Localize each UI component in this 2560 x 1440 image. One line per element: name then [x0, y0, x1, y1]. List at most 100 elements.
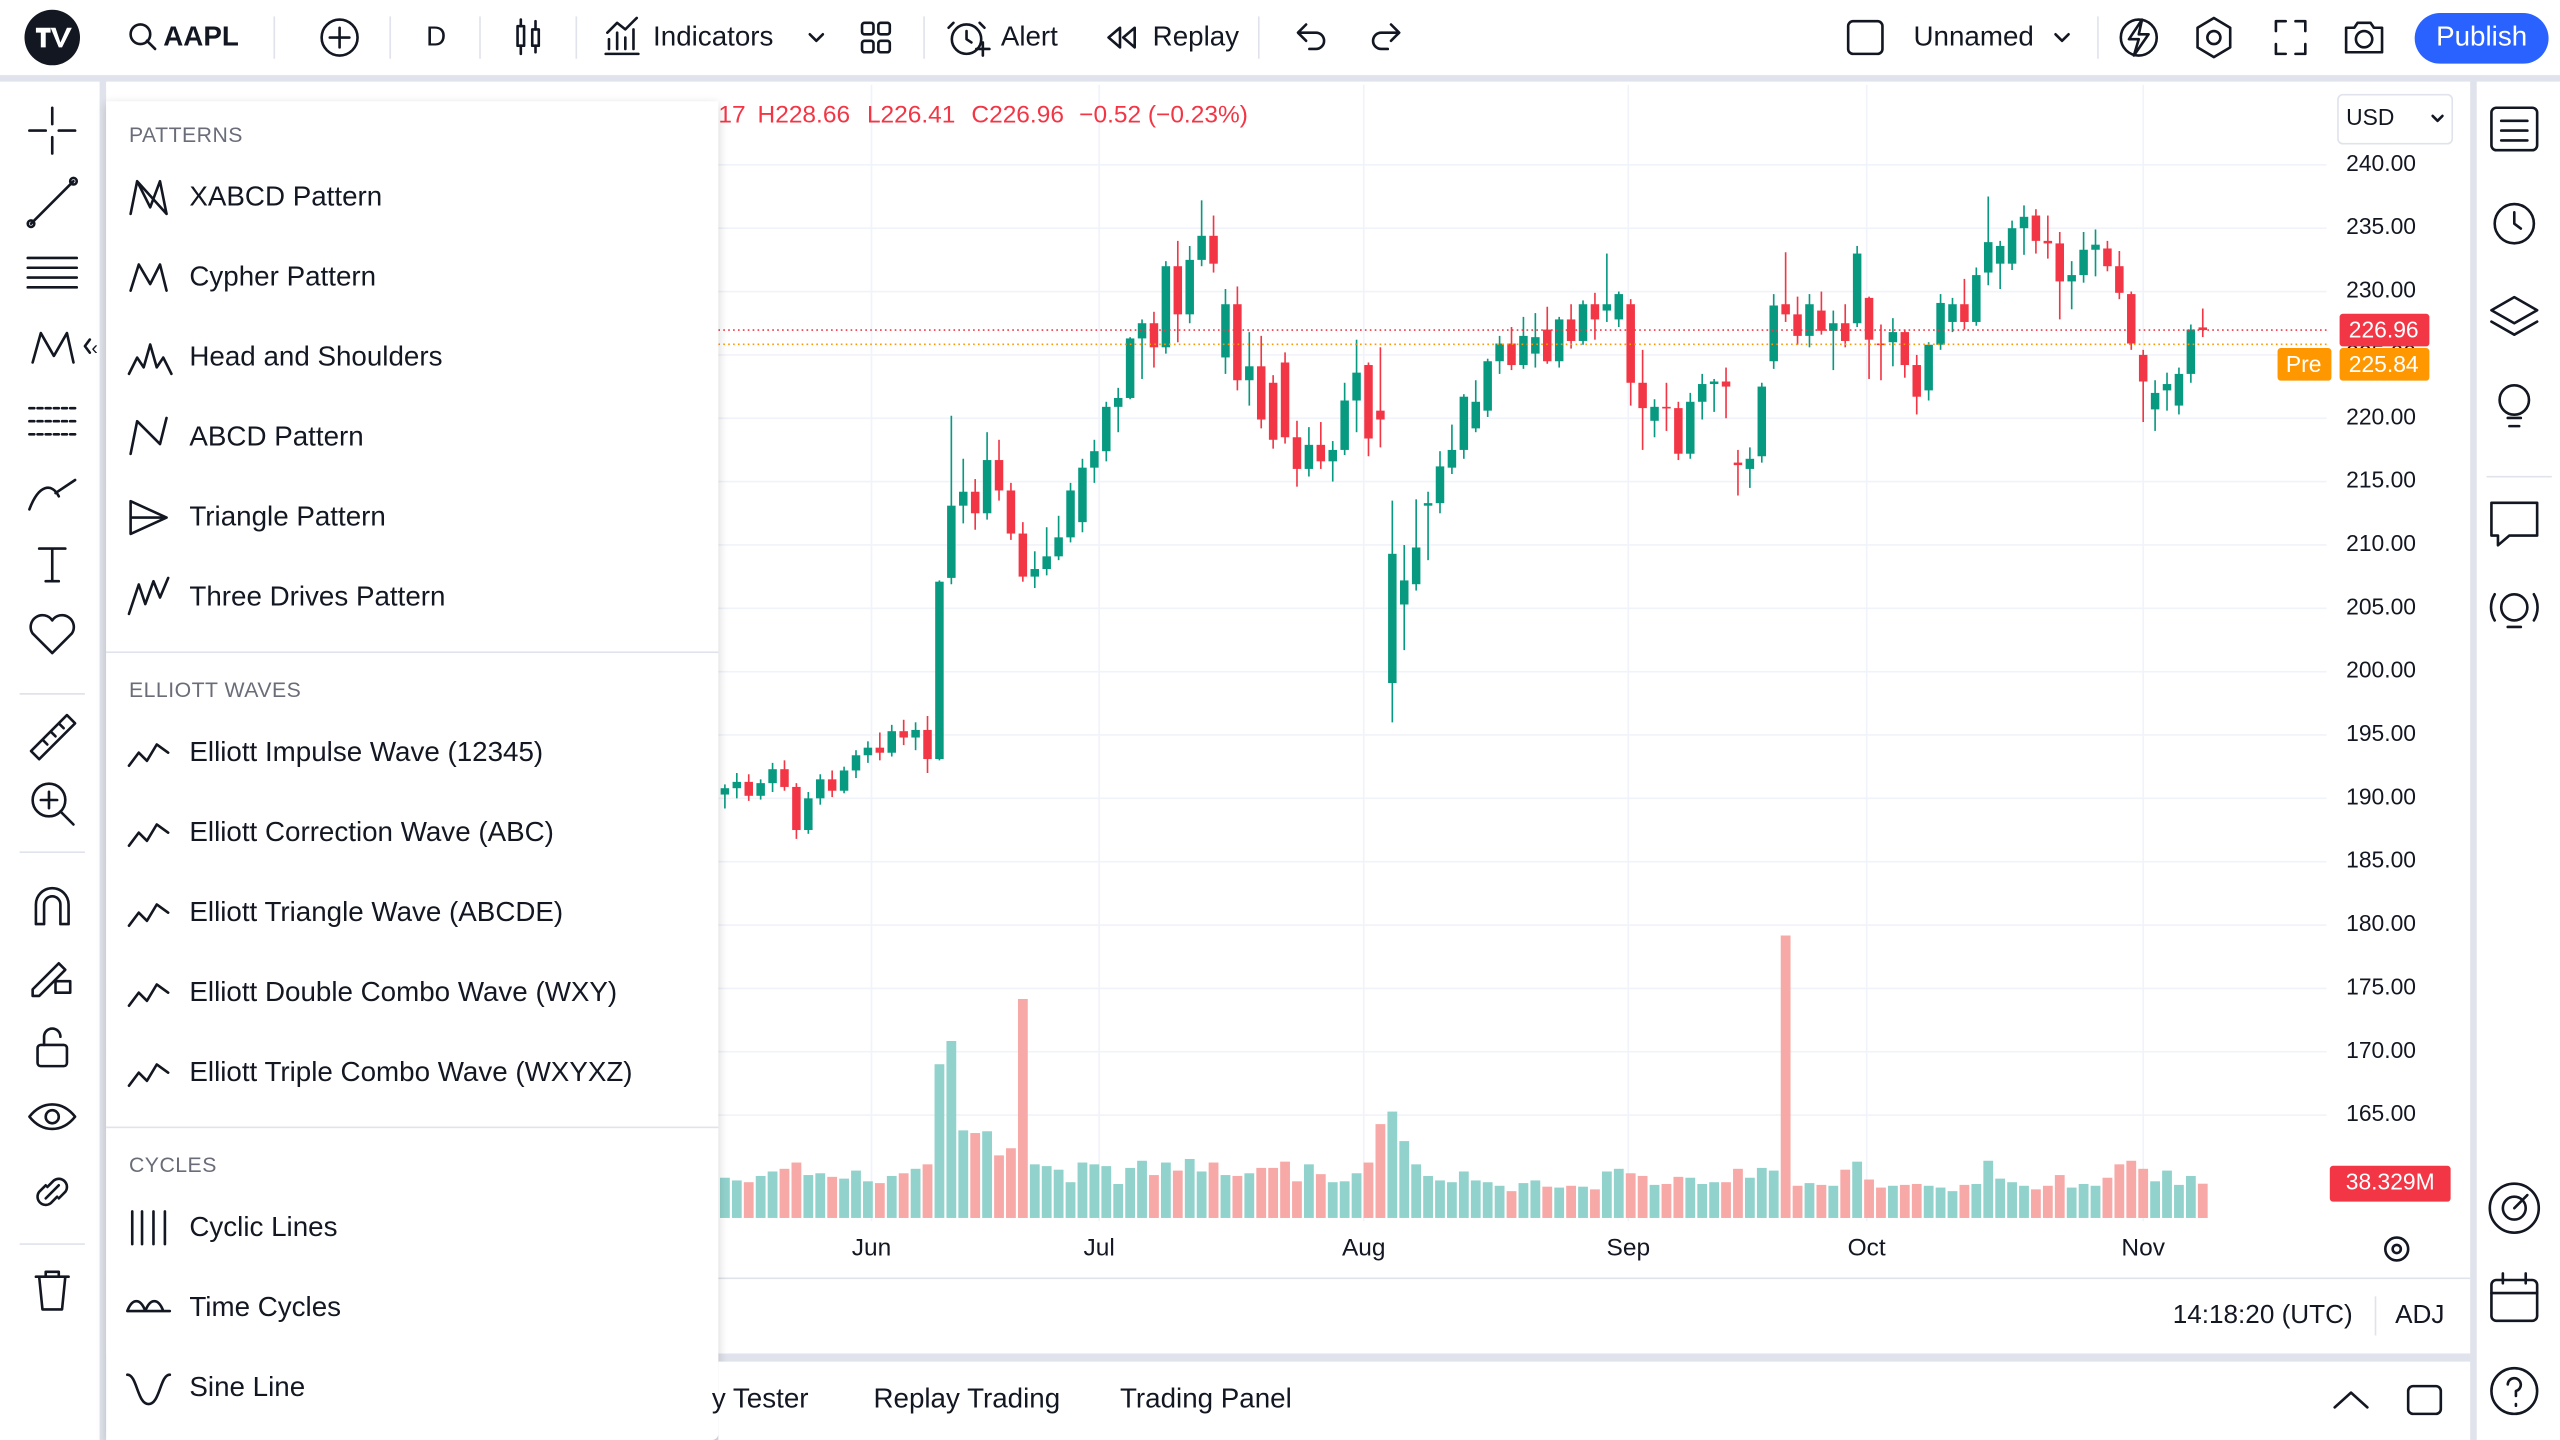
volume-bar: [874, 1183, 885, 1218]
candle-body: [2031, 215, 2041, 241]
menu-item[interactable]: Elliott Triple Combo Wave (WXYXZ): [106, 1032, 718, 1112]
bottom-tab[interactable]: Replay Trading: [873, 1382, 1061, 1414]
menu-item[interactable]: Elliott Correction Wave (ABC): [106, 792, 718, 872]
candle-body: [1924, 344, 1933, 391]
candle-body: [1233, 304, 1242, 381]
volume-bar: [1613, 1168, 1624, 1218]
candle-body: [1983, 242, 1993, 273]
volume-bar: [994, 1155, 1004, 1218]
volume-bar: [2007, 1182, 2017, 1218]
candle-body: [1018, 533, 1028, 577]
volume-bar: [851, 1170, 861, 1218]
volume-bar: [2185, 1175, 2196, 1218]
item-icon: [127, 742, 170, 767]
item-label: Elliott Correction Wave (ABC): [189, 815, 554, 847]
volume-bar: [1411, 1164, 1422, 1218]
candle-body: [1113, 397, 1123, 407]
item-icon: [126, 1372, 172, 1405]
candle-body: [1447, 449, 1457, 468]
alert-button[interactable]: Alert: [1000, 21, 1058, 53]
candle-body: [1006, 490, 1016, 534]
volume-bar: [1280, 1161, 1290, 1218]
menu-item[interactable]: ABCD Pattern: [106, 397, 718, 477]
candle-body: [1459, 396, 1469, 450]
candle-body: [2115, 266, 2124, 293]
item-icon: [129, 415, 168, 455]
item-label: XABCD Pattern: [189, 180, 383, 212]
volume-bar: [2102, 1177, 2113, 1218]
volume-bar: [1959, 1184, 1970, 1218]
candle-body: [1185, 259, 1194, 315]
menu-item[interactable]: Sine Line: [106, 1347, 718, 1427]
candle-body: [947, 505, 956, 578]
candle-body: [923, 729, 932, 760]
candle-body: [1507, 343, 1516, 366]
indicators-button[interactable]: Indicators: [653, 21, 774, 53]
x-tick-label: Sep: [1607, 1234, 1651, 1261]
menu-item[interactable]: Cyclic Lines: [106, 1187, 718, 1267]
candle-body: [1364, 365, 1373, 439]
candle-body: [2174, 373, 2184, 406]
clock: 14:18:20 (UTC): [2173, 1299, 2353, 1329]
item-label: Triangle Pattern: [189, 500, 386, 532]
x-tick-label: Jun: [852, 1234, 891, 1261]
candle-body: [1495, 343, 1504, 362]
y-tick-label: 170.00: [2346, 1037, 2416, 1063]
candle-body: [1423, 503, 1433, 506]
last-price: 226.96: [2349, 317, 2419, 343]
volume-bar: [1590, 1189, 1600, 1218]
candle-body: [1769, 305, 1778, 362]
volume-bar: [731, 1180, 742, 1218]
candle-body: [1149, 323, 1159, 348]
menu-item[interactable]: Time Cycles: [106, 1267, 718, 1347]
volume-bar: [1852, 1161, 1863, 1218]
adjustment[interactable]: ADJ: [2395, 1299, 2444, 1329]
volume-bar: [1327, 1182, 1338, 1218]
volume-bar: [1768, 1170, 1779, 1218]
volume-bar: [1232, 1175, 1243, 1218]
symbol[interactable]: AAPL: [163, 21, 239, 53]
volume-bar: [2066, 1187, 2077, 1218]
volume-bar: [743, 1182, 754, 1218]
menu-item[interactable]: Three Drives Pattern: [106, 557, 718, 637]
y-tick-label: 195.00: [2346, 720, 2416, 746]
volume-bar: [1804, 1183, 1815, 1218]
y-tick-label: 220.00: [2346, 403, 2416, 429]
currency-box[interactable]: [2337, 93, 2454, 145]
y-tick-label: 200.00: [2346, 657, 2416, 683]
candle-body: [1852, 253, 1862, 324]
candle-body: [959, 491, 968, 506]
volume-bar: [1292, 1181, 1302, 1218]
volume-bar: [1256, 1167, 1267, 1218]
candle-body: [1221, 304, 1230, 358]
menu-item[interactable]: Head and Shoulders: [106, 317, 718, 397]
volume-bar: [1304, 1164, 1314, 1218]
volume-bar: [1137, 1160, 1147, 1218]
candle-body: [1614, 294, 1624, 320]
layout-name[interactable]: Unnamed: [1913, 21, 2034, 53]
volume-bar: [720, 1177, 730, 1218]
menu-item[interactable]: Elliott Impulse Wave (12345): [106, 712, 718, 792]
menu-item[interactable]: Triangle Pattern: [106, 477, 718, 557]
candle-body: [780, 769, 789, 787]
volume-bar: [2174, 1184, 2184, 1218]
bottom-tab[interactable]: y Tester: [711, 1382, 809, 1414]
volume-bar: [1125, 1167, 1136, 1218]
menu-item[interactable]: Elliott Double Combo Wave (WXY): [106, 952, 718, 1032]
candle-body: [1781, 304, 1790, 315]
ohlc-value: 17: [718, 101, 745, 128]
currency[interactable]: USD: [2346, 104, 2394, 130]
interval[interactable]: D: [426, 21, 447, 53]
menu-item[interactable]: XABCD Pattern: [106, 157, 718, 237]
volume-bar: [1888, 1185, 1898, 1218]
bottom-tab[interactable]: Trading Panel: [1120, 1382, 1292, 1414]
y-tick-label: 230.00: [2346, 277, 2416, 303]
candle-body: [1876, 343, 1886, 346]
item-label: Time Cycles: [189, 1290, 342, 1322]
menu-item[interactable]: Elliott Triangle Wave (ABCDE): [106, 872, 718, 952]
publish-button[interactable]: Publish: [2436, 21, 2528, 53]
y-tick-label: 190.00: [2346, 783, 2416, 809]
volume-bar: [1733, 1168, 1743, 1218]
replay-button[interactable]: Replay: [1152, 21, 1240, 53]
menu-item[interactable]: Cypher Pattern: [106, 237, 718, 317]
